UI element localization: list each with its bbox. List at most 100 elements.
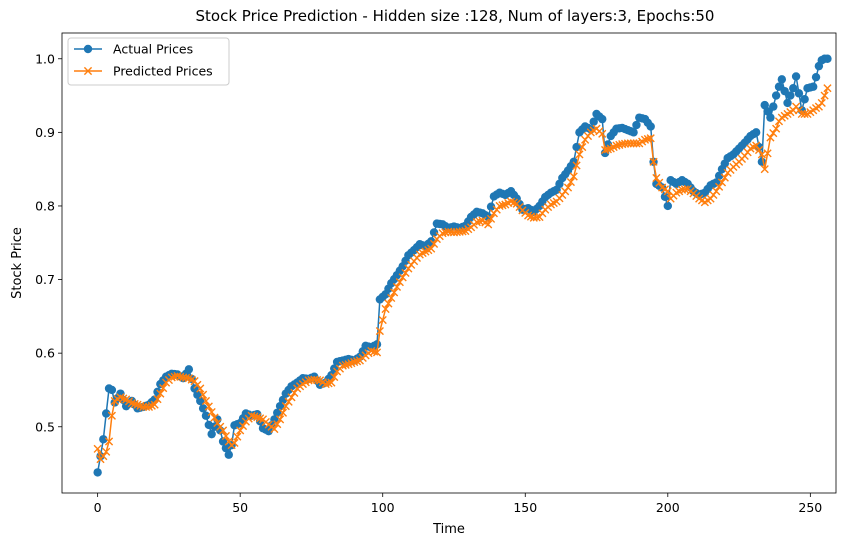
data-point-actual [769,102,778,111]
data-point-predicted [392,282,402,292]
data-point-predicted [330,372,339,382]
data-point-actual [789,84,798,93]
data-point-predicted [352,357,362,366]
data-point-predicted [102,447,111,456]
data-point-predicted [381,304,390,314]
data-point-actual [791,72,801,81]
data-point-predicted [370,347,379,356]
data-point-actual [198,404,208,413]
data-point-predicted [655,178,664,187]
data-point-actual [273,408,282,417]
data-point-actual [201,411,211,420]
data-point-predicted [104,437,114,446]
data-point-predicted [230,438,239,448]
data-point-predicted [99,452,108,461]
data-point-predicted [150,400,159,409]
data-point-actual [766,113,775,122]
data-point-actual [763,107,772,116]
data-point-predicted [275,415,285,424]
data-point-actual [184,365,194,374]
data-point-actual [714,171,724,180]
data-point-actual [486,202,496,211]
y-tick-label: 0.9 [35,125,55,140]
data-point-predicted [159,384,168,393]
data-point-predicted [498,201,507,210]
series-predicted [93,84,832,464]
data-point-predicted [278,408,288,417]
data-point-actual [751,128,761,137]
x-tick-label: 200 [656,500,680,515]
data-point-predicted [372,348,382,357]
x-tick-label: 150 [513,500,537,515]
data-point-predicted [284,397,293,406]
data-point-predicted [486,214,496,223]
data-point-predicted [572,161,581,170]
data-point-actual [589,117,598,126]
data-point-actual [800,95,809,104]
data-point-actual [629,128,638,137]
data-point-predicted [201,396,211,406]
data-point-predicted [398,273,407,282]
data-point-predicted [720,173,729,182]
data-point-actual [572,142,581,152]
data-point-predicted [603,145,613,154]
data-point-predicted [427,244,436,253]
data-point-predicted [643,134,652,144]
chart-title: Stock Price Prediction - Hidden size :12… [196,7,715,25]
data-point-actual [771,91,781,100]
data-point-predicted [401,268,410,278]
legend-label-actual: Actual Prices [113,42,193,57]
data-point-predicted [717,178,727,187]
data-point-predicted [578,142,587,152]
data-point-predicted [598,129,607,138]
data-point-predicted [221,431,231,441]
data-point-predicted [563,183,573,192]
data-point-predicted [760,165,769,174]
data-point-predicted [569,172,578,181]
data-point-predicted [233,432,242,441]
legend: Actual Prices Predicted Prices [67,37,230,86]
data-point-predicted [153,395,162,404]
data-point-predicted [218,426,228,435]
data-point-predicted [800,109,809,119]
data-point-actual [777,75,787,84]
data-point-predicted [680,185,690,194]
data-point-predicted [484,220,493,229]
data-point-actual [774,82,784,91]
plot-area [61,32,837,494]
data-point-predicted [715,182,724,191]
axes-layer: 0 50 100 150 200 250 0.5 0.6 0.7 0.8 0.9 1.0 [35,51,822,515]
data-point-actual [196,396,205,406]
data-point-predicted [458,227,467,236]
x-tick-label: 50 [232,500,248,515]
data-point-predicted [395,278,404,287]
data-point-predicted [652,173,661,183]
data-point-actual [107,385,117,395]
data-point-predicted [130,399,139,409]
data-point-predicted [238,421,248,431]
data-point-predicted [181,373,191,382]
data-point-predicted [566,177,575,187]
data-point-predicted [429,239,439,248]
data-point-predicted [204,402,213,411]
x-axis-label: Time [432,522,465,537]
data-point-predicted [375,326,384,336]
x-tick-label: 100 [371,500,395,515]
data-point-actual [760,100,769,110]
data-point-predicted [199,390,208,399]
data-point-predicted [663,187,672,196]
data-point-predicted [754,145,764,155]
data-point-predicted [769,129,778,138]
data-point-actual [780,86,789,96]
data-point-actual [218,437,228,446]
data-point-actual [632,120,641,130]
legend-box [67,37,230,86]
data-point-predicted [327,378,336,387]
y-axis-label: Stock Price [10,227,25,299]
data-point-predicted [390,288,399,297]
data-point-predicted [270,424,279,434]
data-point-actual [224,450,233,459]
data-point-predicted [93,444,102,453]
data-point-predicted [384,299,393,308]
